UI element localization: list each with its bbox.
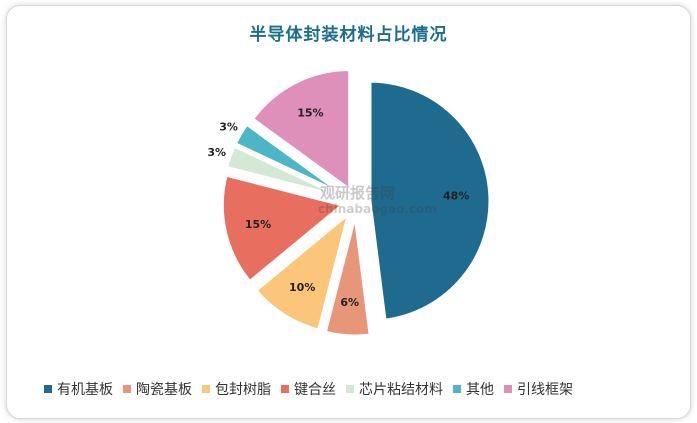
legend-item: 芯片粘结材料 bbox=[346, 379, 443, 399]
pie-slice bbox=[224, 144, 344, 199]
legend-swatch bbox=[281, 385, 289, 393]
legend-label: 包封树脂 bbox=[215, 382, 271, 398]
legend-item: 其他 bbox=[453, 379, 494, 399]
watermark-subtext: chinabaogao.com bbox=[318, 202, 437, 216]
legend-label: 有机基板 bbox=[57, 382, 113, 398]
pie-slice bbox=[220, 173, 346, 284]
pie-slice bbox=[233, 122, 345, 197]
legend-swatch bbox=[123, 385, 131, 393]
legend-label: 键合丝 bbox=[294, 382, 336, 398]
slice-value-label: 48% bbox=[443, 190, 469, 203]
legend-label: 其他 bbox=[466, 382, 494, 398]
legend-swatch bbox=[44, 385, 52, 393]
slice-value-label: 6% bbox=[340, 296, 359, 309]
legend-swatch bbox=[202, 385, 210, 393]
legend-item: 键合丝 bbox=[281, 379, 336, 399]
chart-legend: 有机基板 陶瓷基板 包封树脂 键合丝 芯片粘结材料 其他 引线框架 bbox=[44, 378, 573, 400]
slice-value-label: 3% bbox=[207, 146, 226, 159]
legend-label: 芯片粘结材料 bbox=[359, 382, 443, 398]
pie-slice bbox=[323, 215, 372, 338]
pie-slice bbox=[368, 79, 492, 322]
slice-value-label: 3% bbox=[219, 121, 238, 134]
legend-label: 陶瓷基板 bbox=[136, 382, 192, 398]
legend-label: 引线框架 bbox=[517, 382, 573, 398]
legend-item: 有机基板 bbox=[44, 379, 113, 399]
legend-swatch bbox=[453, 385, 461, 393]
pie-slice bbox=[250, 68, 352, 193]
chart-title: 半导体封装材料占比情况 bbox=[249, 25, 448, 45]
slice-value-label: 15% bbox=[245, 218, 271, 231]
legend-item: 引线框架 bbox=[504, 379, 573, 399]
slice-value-label: 15% bbox=[297, 107, 323, 120]
legend-swatch bbox=[346, 385, 354, 393]
watermark-text: 观研报告网 bbox=[320, 184, 396, 202]
pie-slice bbox=[253, 209, 352, 332]
slice-value-label: 10% bbox=[289, 281, 315, 294]
legend-item: 包封树脂 bbox=[202, 379, 271, 399]
legend-item: 陶瓷基板 bbox=[123, 379, 192, 399]
legend-swatch bbox=[504, 385, 512, 393]
